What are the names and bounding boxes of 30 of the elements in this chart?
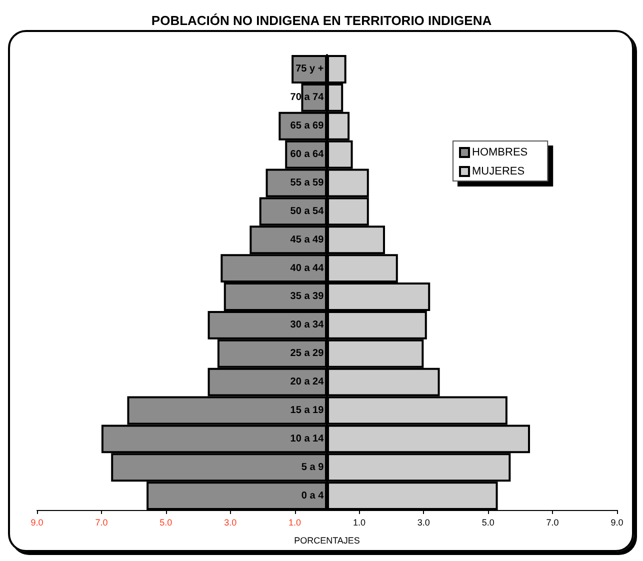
- y-tick-label: 0 a 4: [301, 490, 324, 502]
- x-tick-label: 1.0: [352, 518, 366, 528]
- legend-label: MUJERES: [472, 166, 525, 178]
- y-tick-label: 55 a 59: [290, 177, 324, 188]
- y-tick-label: 25 a 29: [290, 348, 324, 360]
- chart-title: POBLACIÓN NO INDIGENA EN TERRITORIO INDIGENA: [151, 13, 492, 28]
- x-tick-label: 5.0: [482, 518, 494, 528]
- y-tick-label: 60 a 64: [290, 149, 324, 160]
- x-tick-label: 3.0: [417, 518, 430, 528]
- y-tick-label: 40 a 44: [290, 262, 324, 274]
- x-tick-label: 5.0: [160, 518, 172, 528]
- y-tick-label: 45 a 49: [290, 234, 324, 246]
- x-tick-label: 3.0: [224, 518, 237, 528]
- x-tick-label: 7.0: [95, 518, 108, 528]
- y-tick-label: 50 a 54: [290, 206, 324, 217]
- y-tick-label: 30 a 34: [290, 320, 324, 331]
- legend-label: HOMBRES: [472, 146, 528, 158]
- x-tick-label: 9.0: [610, 518, 624, 528]
- y-tick-label: 70 a 74: [290, 92, 324, 104]
- x-tick-label: 7.0: [546, 518, 559, 528]
- x-tick-label: 1.0: [288, 518, 302, 528]
- y-tick-label: 5 a 9: [301, 462, 324, 473]
- x-axis-title: PORCENTAJES: [294, 536, 360, 546]
- y-tick-label: 65 a 69: [290, 120, 324, 132]
- y-tick-label: 20 a 24: [290, 376, 324, 388]
- y-tick-label: 15 a 19: [290, 404, 324, 416]
- x-tick-label: 9.0: [30, 518, 44, 528]
- y-tick-label: 75 y +: [296, 64, 324, 75]
- y-tick-label: 35 a 39: [290, 291, 324, 302]
- y-tick-label: 10 a 14: [290, 433, 324, 444]
